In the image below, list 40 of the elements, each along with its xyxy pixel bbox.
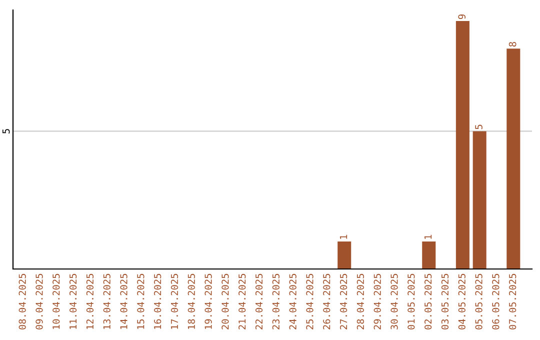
x-tick-label: 25.04.2025 xyxy=(306,274,314,330)
x-tick-label: 07.05.2025 xyxy=(509,274,516,330)
x-tick-label: 26.04.2025 xyxy=(323,274,330,330)
bar xyxy=(472,131,486,269)
x-tick-label: 28.04.2025 xyxy=(356,274,364,330)
x-tick-label: 17.04.2025 xyxy=(170,274,178,329)
x-tick-label: 16.04.2025 xyxy=(154,274,162,329)
bar xyxy=(456,21,470,269)
x-tick-label: 01.05.2025 xyxy=(408,274,415,330)
data-label: 5 xyxy=(475,124,482,130)
x-tick-label: 12.04.2025 xyxy=(86,274,94,329)
x-tick-label: 21.04.2025 xyxy=(238,274,246,330)
data-label: 9 xyxy=(458,14,466,20)
data-label: 1 xyxy=(424,234,432,239)
x-tick-label: 14.04.2025 xyxy=(120,274,128,329)
data-label: 1 xyxy=(340,234,348,239)
bar xyxy=(338,241,352,269)
x-tick-label: 20.04.2025 xyxy=(222,274,229,330)
x-tick-label: 22.04.2025 xyxy=(255,274,263,330)
x-tick-label: 04.05.2025 xyxy=(458,274,466,330)
x-tick-label: 08.04.2025 xyxy=(18,274,26,330)
x-tick-label: 13.04.2025 xyxy=(103,274,110,329)
bar xyxy=(422,241,436,269)
x-tick-label: 02.05.2025 xyxy=(424,274,432,330)
x-tick-label: 09.04.2025 xyxy=(36,274,43,330)
x-tick-label: 29.04.2025 xyxy=(374,274,381,330)
x-tick-label: 27.04.2025 xyxy=(340,274,348,330)
data-label: 8 xyxy=(508,42,516,47)
x-tick-label: 23.04.2025 xyxy=(272,274,280,330)
x-tick-label: 10.04.2025 xyxy=(52,274,60,329)
x-tick-label: 11.04.2025 xyxy=(69,274,77,329)
x-tick-label: 30.04.2025 xyxy=(390,274,398,330)
x-tick-label: 06.05.2025 xyxy=(492,274,500,330)
x-tick-label: 05.05.2025 xyxy=(475,274,482,330)
x-tick-label: 03.05.2025 xyxy=(441,274,449,330)
x-tick-label: 19.04.2025 xyxy=(204,274,212,329)
x-tick-label: 15.04.2025 xyxy=(137,274,144,329)
x-tick-label: 24.04.2025 xyxy=(289,274,296,330)
bar xyxy=(506,48,520,269)
x-tick-label: 18.04.2025 xyxy=(188,274,195,329)
